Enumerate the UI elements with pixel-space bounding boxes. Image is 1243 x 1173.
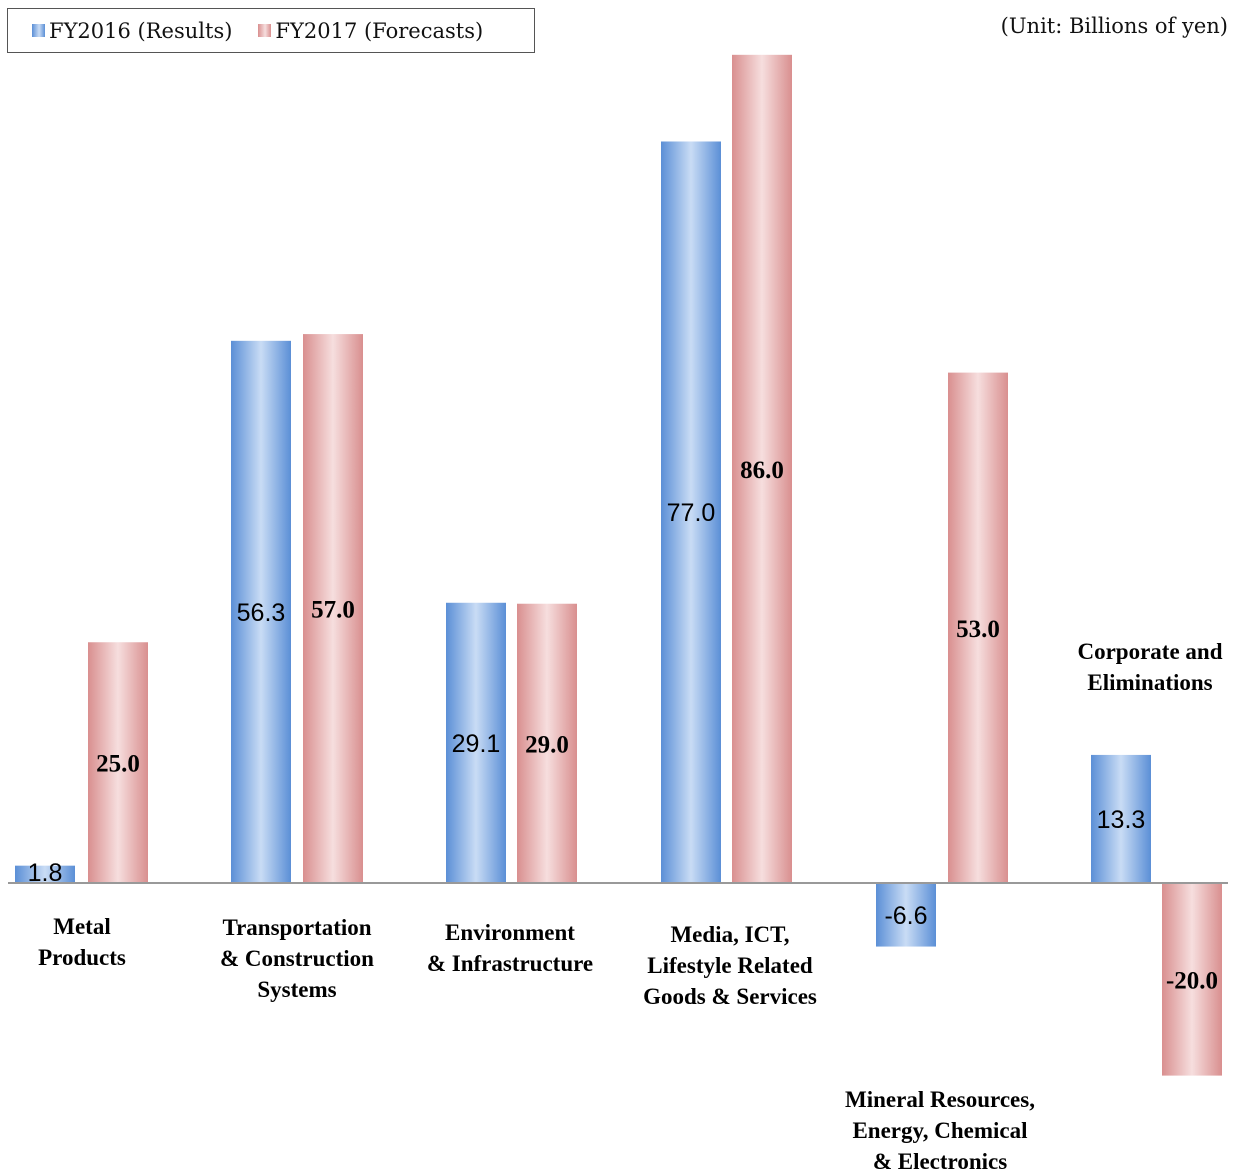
value-labels-group: 1.8 56.3 29.1 77.0 -6.6 13.3 25.0 57.0 29.0 86.0 5…	[28, 457, 1218, 994]
category-label-line: Transportation	[222, 915, 371, 940]
category-label-line: Systems	[257, 977, 336, 1002]
category-label-3: Environment & Infrastructure	[427, 920, 593, 976]
category-label-line: Lifestyle Related	[647, 953, 813, 978]
category-label-line: Corporate and	[1077, 639, 1222, 664]
category-label-6: Corporate and Eliminations	[1077, 639, 1222, 695]
category-label-5: Mineral Resources, Energy, Chemical & Elec…	[845, 1087, 1035, 1173]
category-label-line: Metal	[53, 914, 110, 939]
legend-item-fy2017: FY2017 (Forecasts)	[258, 19, 483, 43]
legend: FY2016 (Results) FY2017 (Forecasts)	[7, 8, 535, 53]
bar-s1-c1	[15, 865, 75, 883]
category-label-line: Environment	[445, 920, 575, 945]
category-label-line: & Infrastructure	[427, 951, 593, 976]
value-label-s2-c1: 25.0	[96, 751, 140, 778]
value-label-s2-c3: 29.0	[525, 731, 569, 758]
legend-item-fy2016: FY2016 (Results)	[32, 19, 232, 43]
legend-swatch-fy2016	[32, 24, 45, 37]
value-label-s2-c4: 86.0	[740, 457, 784, 484]
value-label-s1-c3: 29.1	[452, 730, 501, 758]
value-label-s1-c1: 1.8	[28, 859, 63, 887]
value-label-s2-c5: 53.0	[956, 616, 1000, 643]
category-label-line: & Electronics	[873, 1149, 1007, 1173]
bars-group	[15, 54, 1222, 1076]
category-label-line: Mineral Resources,	[845, 1087, 1035, 1112]
category-label-line: & Construction	[220, 946, 374, 971]
legend-label-fy2016: FY2016 (Results)	[49, 18, 233, 43]
category-label-line: Goods & Services	[643, 984, 817, 1009]
category-label-line: Energy, Chemical	[852, 1118, 1027, 1143]
unit-label: (Unit: Billions of yen)	[1000, 14, 1228, 38]
bar-s1-c4	[661, 141, 721, 884]
category-label-4: Media, ICT, Lifestyle Related Goods & Serv…	[643, 922, 817, 1009]
value-label-s1-c6: 13.3	[1097, 806, 1146, 834]
legend-swatch-fy2017	[258, 24, 272, 37]
bar-s2-c4	[732, 54, 792, 883]
category-label-1: Metal Products	[38, 914, 126, 970]
category-label-2: Transportation & Construction Systems	[220, 915, 374, 1002]
value-label-s1-c4: 77.0	[667, 499, 716, 527]
legend-label-fy2017: FY2017 (Forecasts)	[275, 18, 484, 43]
category-label-line: Products	[38, 945, 126, 970]
bar-s2-c2	[303, 334, 363, 884]
bar-s1-c3	[446, 602, 506, 883]
value-label-s1-c5: -6.6	[884, 902, 927, 930]
bar-s2-c1	[88, 642, 148, 883]
category-label-line: Media, ICT,	[670, 922, 789, 947]
value-label-s2-c2: 57.0	[311, 597, 355, 624]
value-label-s1-c2: 56.3	[237, 599, 286, 627]
bar-s1-c5	[876, 883, 936, 947]
value-label-s2-c6: -20.0	[1166, 967, 1218, 994]
category-label-line: Eliminations	[1087, 670, 1212, 695]
category-labels-group: Metal Products Transportation & Constructio…	[38, 639, 1223, 1173]
bar-s2-c5	[948, 372, 1008, 883]
bar-s2-c3	[517, 603, 577, 883]
bar-s1-c6	[1091, 754, 1151, 883]
bar-s1-c2	[231, 340, 291, 883]
bar-s2-c6	[1162, 883, 1222, 1076]
